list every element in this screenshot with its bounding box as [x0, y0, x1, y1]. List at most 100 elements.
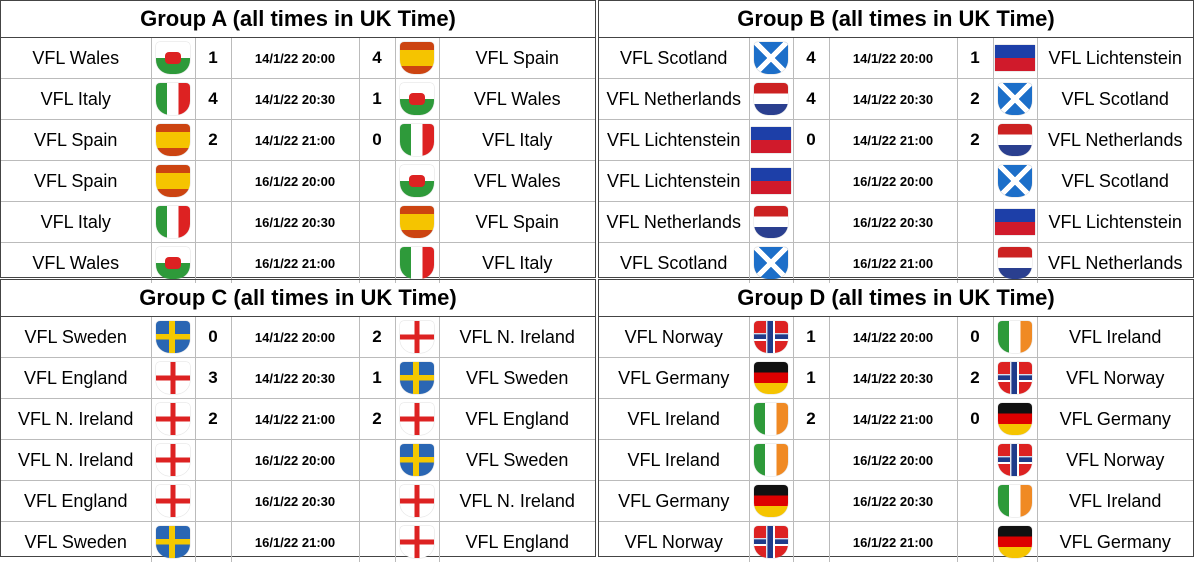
- home-score: 1: [195, 38, 231, 79]
- group: Group D (all times in UK Time)VFL Norway…: [598, 279, 1194, 557]
- away-flag: [993, 522, 1037, 562]
- home-flag: [749, 161, 793, 202]
- home-score: [195, 243, 231, 284]
- home-score: 1: [793, 317, 829, 358]
- home-flag: [151, 202, 195, 243]
- flag-icon: [400, 526, 434, 558]
- home-team: VFL Norway: [599, 317, 749, 358]
- home-score: [793, 161, 829, 202]
- away-score: 2: [359, 317, 395, 358]
- home-team: VFL Sweden: [1, 522, 151, 562]
- flag-icon: [754, 206, 788, 238]
- home-score: [793, 522, 829, 562]
- home-team: VFL Netherlands: [599, 79, 749, 120]
- home-flag: [151, 38, 195, 79]
- away-flag: [993, 243, 1037, 284]
- flag-icon: [998, 485, 1032, 517]
- home-flag: [749, 522, 793, 562]
- kickoff-time: 16/1/22 21:00: [231, 522, 359, 562]
- home-flag: [749, 243, 793, 284]
- away-flag: [993, 399, 1037, 440]
- home-team: VFL Wales: [1, 38, 151, 79]
- home-score: [195, 161, 231, 202]
- away-team: VFL Italy: [439, 120, 595, 161]
- away-team: VFL Norway: [1037, 440, 1193, 481]
- home-score: [793, 202, 829, 243]
- flag-icon: [751, 168, 791, 194]
- away-team: VFL Ireland: [1037, 481, 1193, 522]
- home-team: VFL Spain: [1, 120, 151, 161]
- flag-icon: [998, 165, 1032, 197]
- away-score: [957, 202, 993, 243]
- flag-icon: [156, 485, 190, 517]
- away-score: [957, 522, 993, 562]
- away-score: [957, 481, 993, 522]
- away-score: 0: [957, 399, 993, 440]
- away-score: [359, 522, 395, 562]
- kickoff-time: 14/1/22 20:00: [829, 38, 957, 79]
- home-flag: [151, 79, 195, 120]
- home-score: 3: [195, 358, 231, 399]
- kickoff-time: 14/1/22 21:00: [231, 399, 359, 440]
- flag-icon: [751, 127, 791, 153]
- away-score: 0: [359, 120, 395, 161]
- away-team: VFL England: [439, 399, 595, 440]
- away-flag: [993, 481, 1037, 522]
- flag-icon: [156, 247, 190, 279]
- away-team: VFL England: [439, 522, 595, 562]
- away-flag: [993, 202, 1037, 243]
- away-team: VFL Netherlands: [1037, 243, 1193, 284]
- flag-icon: [754, 42, 788, 74]
- away-score: 2: [957, 358, 993, 399]
- away-flag: [395, 317, 439, 358]
- away-score: 4: [359, 38, 395, 79]
- home-score: 4: [195, 79, 231, 120]
- home-team: VFL Italy: [1, 202, 151, 243]
- flag-icon: [400, 165, 434, 197]
- kickoff-time: 16/1/22 21:00: [829, 522, 957, 562]
- home-team: VFL Netherlands: [599, 202, 749, 243]
- match-row: VFL Sweden 16/1/22 21:00 VFL England: [1, 522, 595, 562]
- group: Group C (all times in UK Time)VFL Sweden…: [0, 279, 596, 557]
- flag-icon: [995, 45, 1035, 71]
- home-flag: [749, 120, 793, 161]
- away-team: VFL Scotland: [1037, 161, 1193, 202]
- flag-icon: [754, 403, 788, 435]
- away-flag: [395, 522, 439, 562]
- away-score: [359, 243, 395, 284]
- home-flag: [151, 481, 195, 522]
- home-score: [195, 440, 231, 481]
- home-flag: [749, 358, 793, 399]
- away-flag: [993, 358, 1037, 399]
- away-flag: [993, 317, 1037, 358]
- home-team: VFL Norway: [599, 522, 749, 562]
- home-score: [793, 440, 829, 481]
- away-team: VFL Sweden: [439, 440, 595, 481]
- home-score: [793, 243, 829, 284]
- flag-icon: [400, 42, 434, 74]
- away-score: [359, 202, 395, 243]
- away-score: 2: [957, 79, 993, 120]
- away-team: VFL Spain: [439, 38, 595, 79]
- flag-icon: [156, 124, 190, 156]
- home-team: VFL Germany: [599, 481, 749, 522]
- away-flag: [395, 38, 439, 79]
- kickoff-time: 16/1/22 20:30: [231, 481, 359, 522]
- away-team: VFL Germany: [1037, 399, 1193, 440]
- flag-icon: [156, 526, 190, 558]
- home-flag: [151, 243, 195, 284]
- kickoff-time: 14/1/22 21:00: [829, 120, 957, 161]
- away-flag: [395, 79, 439, 120]
- away-team: VFL Italy: [439, 243, 595, 284]
- kickoff-time: 14/1/22 20:30: [231, 79, 359, 120]
